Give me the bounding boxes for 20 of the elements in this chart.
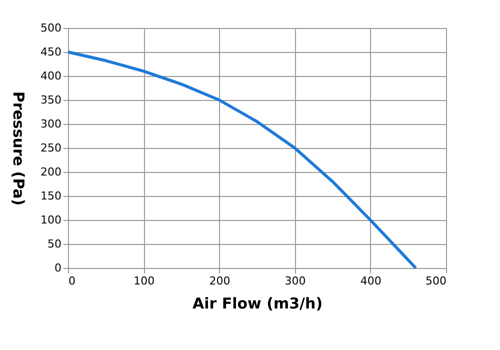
y-tick-label: 50 [48,238,62,250]
y-tick-label: 250 [40,142,62,154]
x-tick-label: 300 [284,274,306,288]
y-tick-label: 150 [40,190,62,202]
x-tick-label: 400 [360,274,382,288]
line-series [66,50,418,270]
y-tick-label: 350 [40,94,62,106]
y-tick-label: 0 [54,262,62,274]
y-tick-label: 200 [40,166,62,178]
y-tick-label: 450 [40,46,62,58]
x-axis-title: Air Flow (m3/h) [192,294,323,312]
y-tick-label: 400 [40,70,62,82]
y-tick-label: 500 [40,22,62,34]
x-tick-label: 500 [426,274,446,288]
y-axis-title: Pressure (Pa) [10,91,28,206]
y-tick-label: 100 [40,214,62,226]
x-tick-label: 100 [134,274,155,288]
y-tick-label: 300 [40,118,62,130]
x-tick-label: 200 [209,274,230,288]
x-tick-label: 0 [68,274,76,288]
